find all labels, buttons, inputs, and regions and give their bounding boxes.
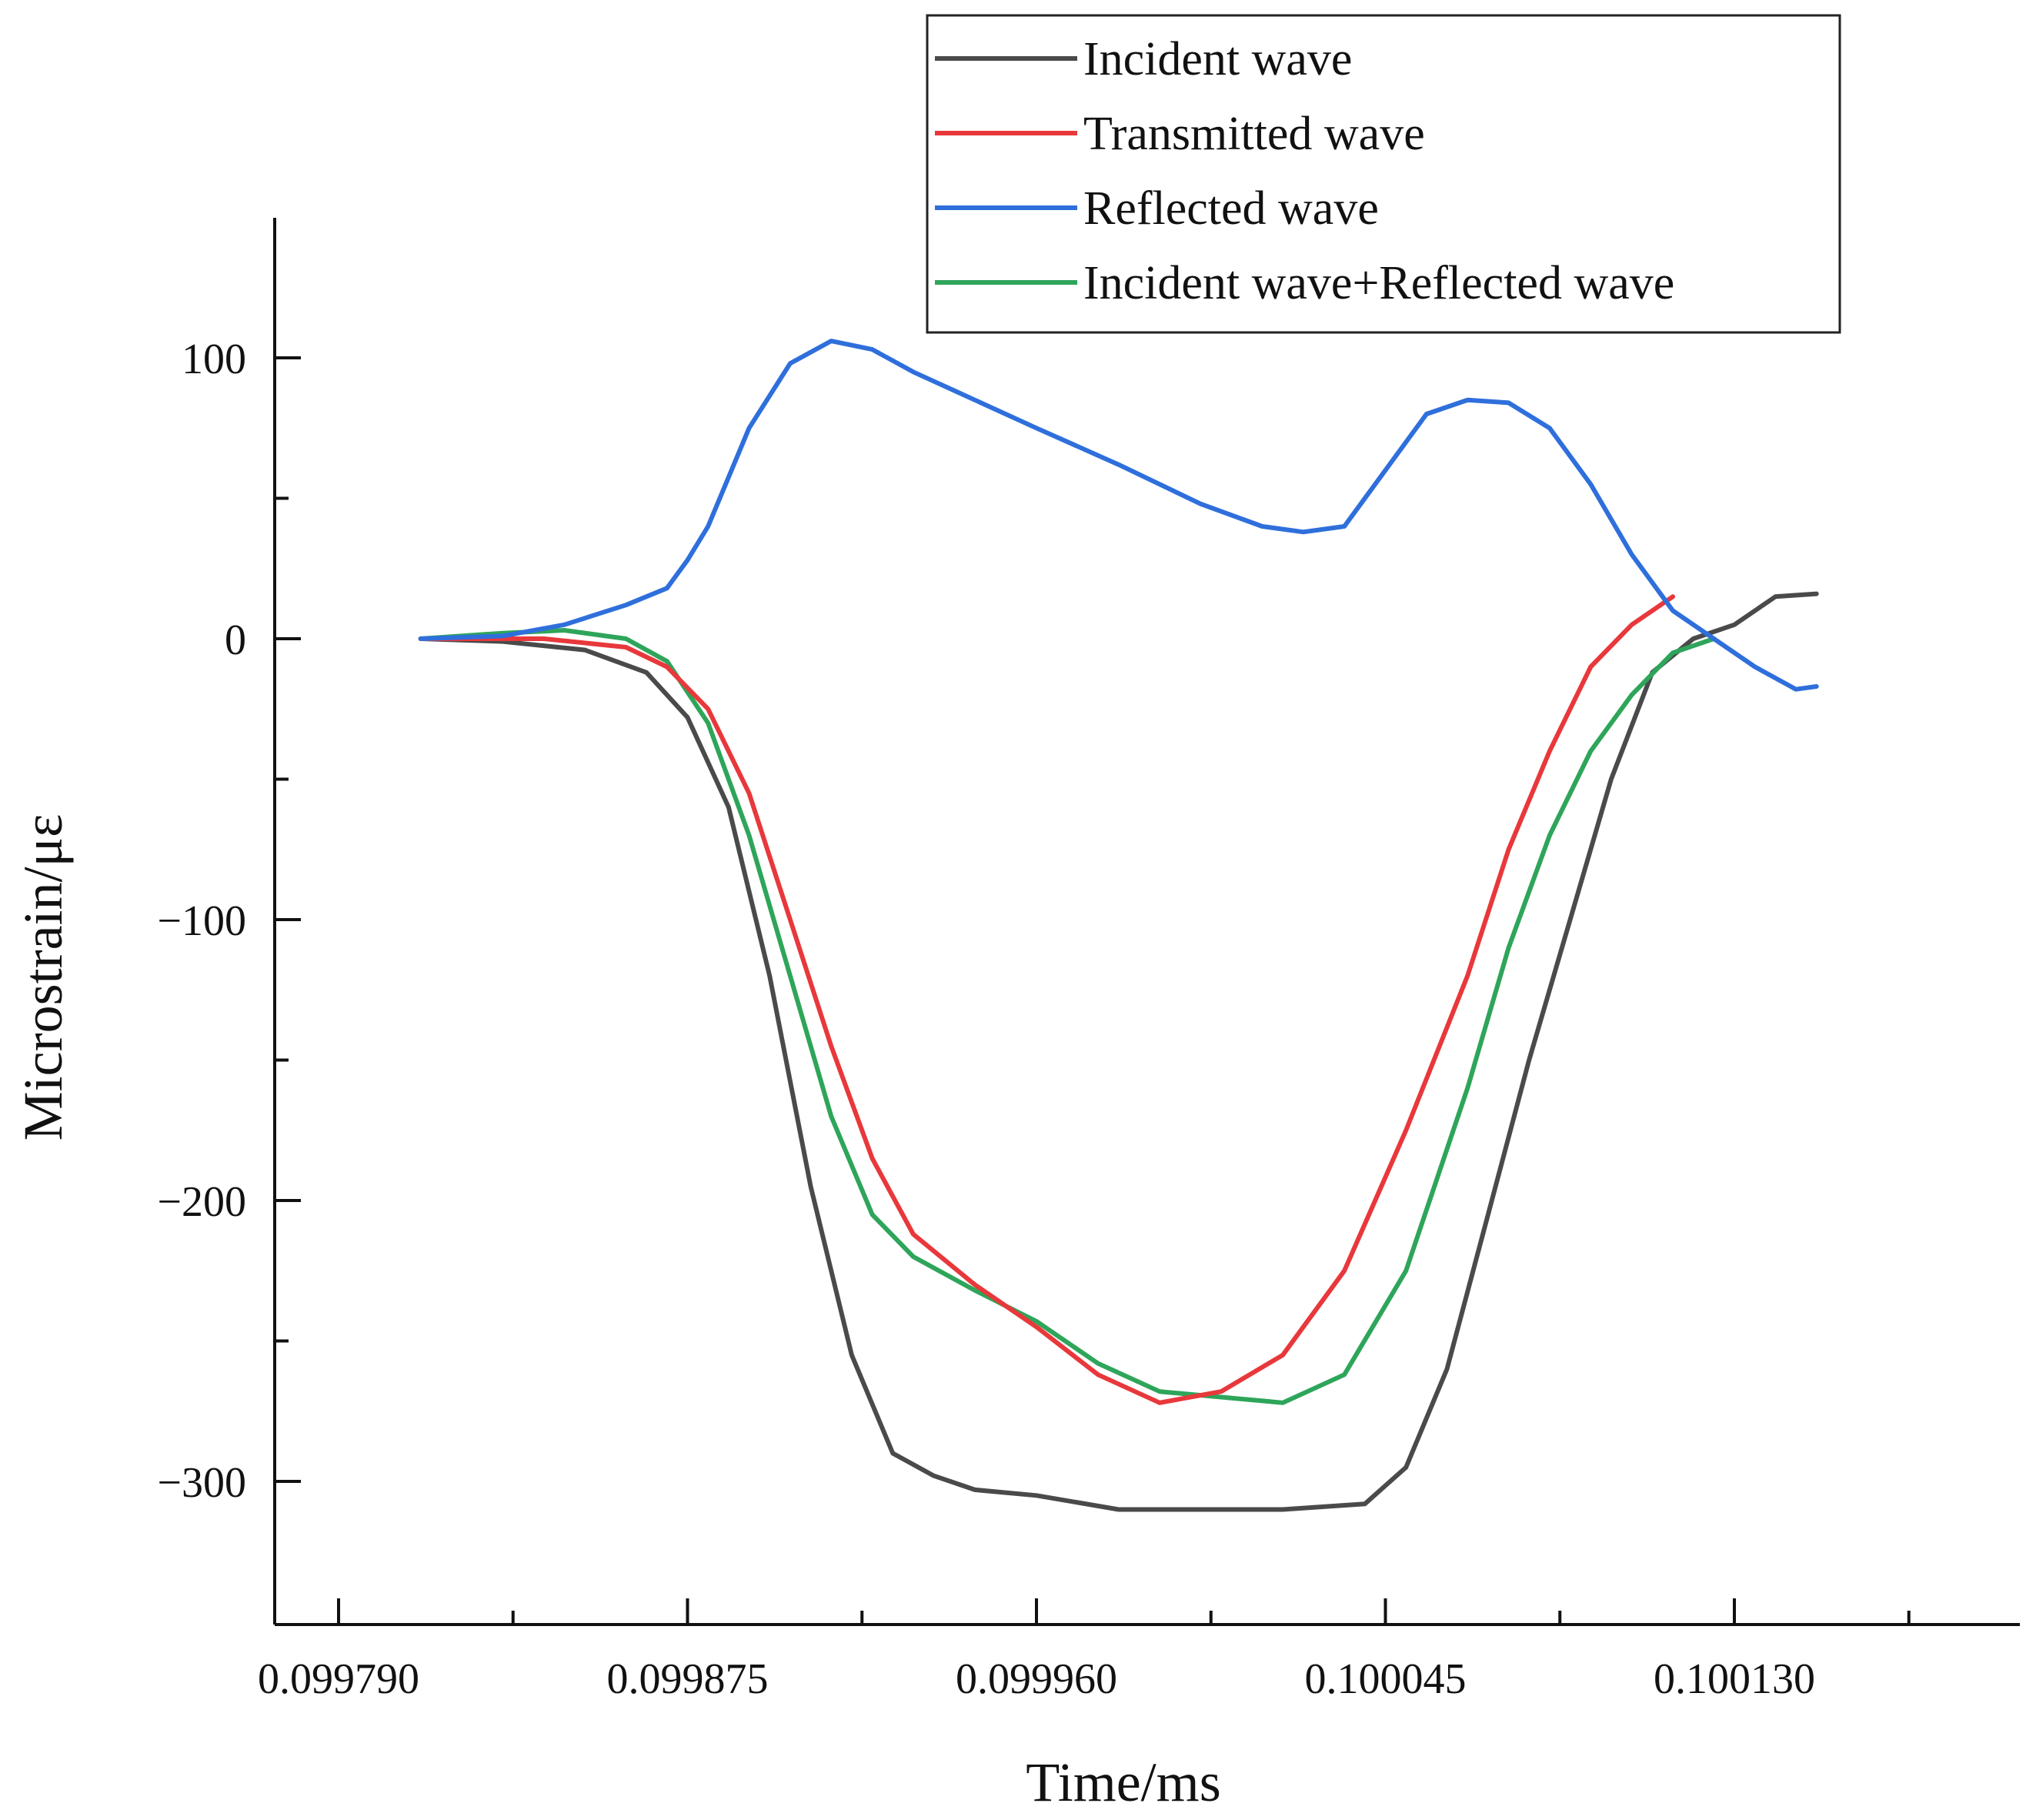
y-axis-title: Microstrain/με [12, 814, 74, 1141]
y-tick-label: −100 [157, 897, 246, 945]
series-line-incident-wave-reflected-wave [418, 628, 1717, 1405]
y-tick-label: −300 [157, 1459, 246, 1507]
x-tick-label: 0.099875 [607, 1655, 769, 1703]
x-axis-title: Time/ms [1026, 1752, 1220, 1813]
legend-label: Incident wave [1083, 33, 1352, 85]
axes: 0.099790 0.099875 0.099960 0.100045 0.100130… [157, 218, 2020, 1703]
legend-label: Reflected wave [1083, 182, 1379, 235]
legend: Incident wave Transmitted wave Reflected w… [926, 14, 1841, 334]
series-line-incident-wave [418, 591, 1819, 1512]
series-line-reflected-wave [418, 339, 1819, 692]
series-line-transmitted-wave [418, 594, 1675, 1405]
y-tick-label: 100 [182, 336, 246, 383]
x-tick-label: 0.099790 [258, 1655, 419, 1703]
x-tick-label: 0.099960 [956, 1655, 1117, 1703]
y-ticks: 100 0 −100 −200 −300 [157, 336, 301, 1507]
legend-label: Incident wave+Reflected wave [1083, 257, 1674, 309]
x-ticks: 0.099790 0.099875 0.099960 0.100045 0.100130 [258, 1598, 1911, 1703]
plot-area [418, 339, 1819, 1512]
x-tick-label: 0.100130 [1654, 1655, 1815, 1703]
legend-label: Transmitted wave [1083, 108, 1425, 160]
y-tick-label: −200 [157, 1178, 246, 1226]
legend-box [926, 14, 1841, 334]
x-tick-label: 0.100045 [1305, 1655, 1467, 1703]
y-tick-label: 0 [225, 616, 246, 664]
